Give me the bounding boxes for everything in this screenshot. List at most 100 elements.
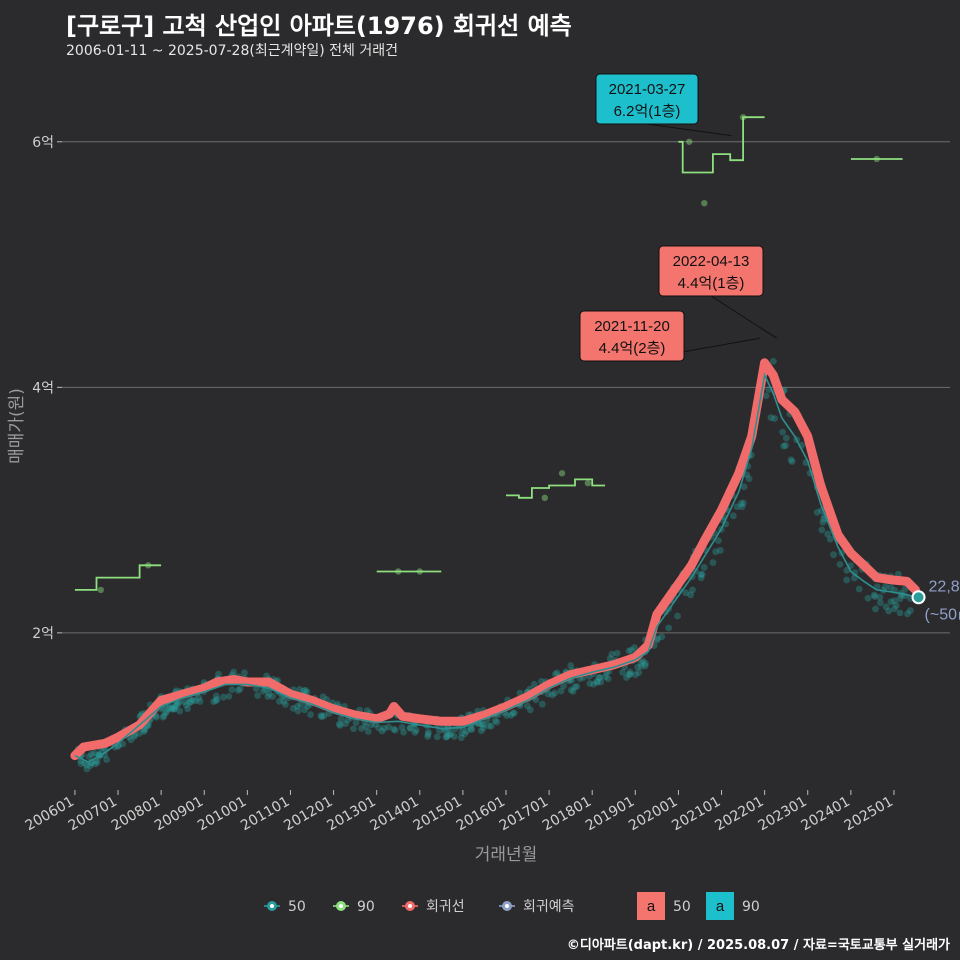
scatter-point-50 bbox=[375, 724, 382, 732]
scatter-point-50 bbox=[782, 442, 789, 449]
scatter-point-50 bbox=[91, 749, 98, 757]
annotation-date: 2021-11-20 bbox=[594, 318, 670, 335]
legend-label: 90 bbox=[742, 899, 760, 915]
scatter-point-50 bbox=[674, 612, 681, 620]
scatter-point-50 bbox=[302, 686, 309, 694]
scatter-point-50 bbox=[350, 725, 357, 733]
scatter-point-50 bbox=[689, 586, 696, 594]
scatter-point-50 bbox=[119, 740, 127, 748]
scatter-point-50 bbox=[733, 503, 741, 511]
x-tick-label: 202501 bbox=[842, 794, 896, 835]
scatter-point-90 bbox=[584, 479, 592, 487]
scatter-point-50 bbox=[641, 660, 649, 667]
scatter-point-50 bbox=[391, 726, 399, 734]
scatter-point-50 bbox=[212, 692, 220, 700]
annotation-leader bbox=[646, 123, 732, 137]
scatter-point-90 bbox=[558, 470, 566, 477]
scatter-point-50 bbox=[698, 571, 706, 578]
scatter-point-50 bbox=[458, 729, 466, 737]
legend-key-dot-center bbox=[339, 904, 343, 908]
scatter-point-50 bbox=[567, 662, 575, 669]
scatter-point-50 bbox=[341, 720, 349, 728]
scatter-point-50 bbox=[424, 731, 432, 738]
scatter-point-50 bbox=[855, 585, 863, 593]
x-tick-label: 201601 bbox=[454, 794, 508, 835]
x-tick-label: 200801 bbox=[109, 794, 163, 835]
scatter-point-90 bbox=[541, 494, 548, 502]
scatter-point-50 bbox=[212, 697, 220, 705]
scatter-point-50 bbox=[181, 698, 188, 706]
x-tick-label: 201501 bbox=[411, 794, 465, 835]
scatter-point-50 bbox=[818, 526, 826, 534]
scatter-point-50 bbox=[596, 674, 603, 681]
step-line-90 bbox=[678, 116, 765, 174]
scatter-point-50 bbox=[637, 663, 645, 670]
scatter-point-50 bbox=[82, 761, 90, 769]
scatter-point-50 bbox=[127, 736, 135, 744]
scatter-point-50 bbox=[189, 696, 197, 704]
scatter-point-50 bbox=[665, 624, 673, 632]
scatter-point-50 bbox=[317, 712, 325, 720]
scatter-point-50 bbox=[140, 728, 148, 736]
scatter-point-50 bbox=[843, 576, 851, 584]
scatter-point-50 bbox=[362, 723, 370, 730]
scatter-point-50 bbox=[451, 732, 458, 740]
scatter-point-50 bbox=[294, 707, 302, 715]
scatter-point-50 bbox=[141, 726, 149, 734]
scatter-point-50 bbox=[171, 705, 179, 713]
scatter-point-50 bbox=[634, 663, 642, 671]
scatter-point-50 bbox=[507, 711, 515, 719]
annotation-value: 6.2억(1층) bbox=[614, 103, 681, 120]
scatter-point-50 bbox=[380, 724, 388, 732]
scatter-point-50 bbox=[560, 682, 567, 690]
scatter-point-50 bbox=[364, 728, 372, 735]
scatter-point-50 bbox=[77, 760, 85, 767]
scatter-point-50 bbox=[787, 456, 795, 464]
scatter-point-50 bbox=[336, 721, 344, 729]
scatter-point-50 bbox=[631, 644, 638, 651]
scatter-point-50 bbox=[590, 680, 598, 688]
scatter-point-50 bbox=[826, 535, 834, 543]
scatter-point-50 bbox=[275, 697, 283, 705]
scatter-point-50 bbox=[264, 693, 272, 700]
x-tick-label: 202401 bbox=[799, 794, 853, 835]
scatter-point-50 bbox=[103, 756, 111, 763]
x-tick-label: 201201 bbox=[281, 794, 335, 835]
scatter-point-50 bbox=[467, 725, 475, 732]
page-subtitle: 2006-01-11 ~ 2025-07-28(최근계약일) 전체 거래건 bbox=[66, 43, 398, 59]
legend-key-letter: a bbox=[647, 898, 656, 915]
annotation-box bbox=[579, 310, 685, 362]
annotation-value: 4.4억(1층) bbox=[678, 275, 745, 292]
scatter-point-50 bbox=[767, 414, 775, 422]
legend-label: 회귀예측 bbox=[523, 899, 575, 915]
x-tick-label: 201101 bbox=[238, 794, 292, 835]
x-tick-label: 200901 bbox=[152, 794, 206, 835]
scatter-point-50 bbox=[813, 508, 821, 516]
scatter-point-50 bbox=[530, 680, 538, 688]
last-point-area: (~50㎡) bbox=[925, 605, 960, 623]
scatter-point-50 bbox=[176, 707, 184, 715]
scatter-point-50 bbox=[544, 690, 552, 698]
scatter-point-50 bbox=[769, 357, 777, 365]
scatter-point-50 bbox=[697, 574, 705, 582]
step-line-90 bbox=[74, 564, 162, 591]
legend-key-dot-center bbox=[408, 904, 412, 908]
scatter-point-50 bbox=[586, 680, 594, 687]
annotation-box bbox=[658, 245, 764, 297]
scatter-point-50 bbox=[463, 727, 471, 735]
x-tick-label: 201701 bbox=[497, 794, 551, 835]
scatter-point-50 bbox=[613, 649, 621, 657]
scatter-point-50 bbox=[192, 697, 200, 705]
scatter-point-50 bbox=[446, 731, 454, 739]
scatter-point-50 bbox=[904, 610, 911, 618]
scatter-point-50 bbox=[187, 698, 195, 706]
scatter-point-50 bbox=[737, 500, 745, 507]
scatter-point-50 bbox=[487, 722, 495, 730]
scatter-point-50 bbox=[162, 709, 170, 717]
annotation-date: 2022-04-13 bbox=[673, 253, 750, 270]
scatter-point-50 bbox=[479, 724, 487, 732]
scatter-point-50 bbox=[881, 583, 889, 591]
scatter-point-50 bbox=[779, 428, 786, 436]
scatter-point-50 bbox=[548, 691, 556, 699]
